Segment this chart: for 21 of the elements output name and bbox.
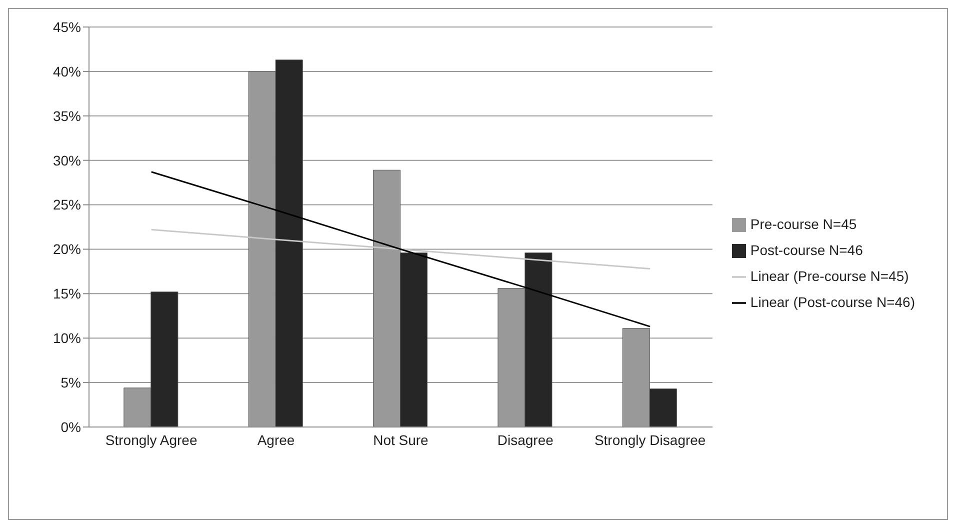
y-tick-label: 10% [52, 330, 81, 346]
y-tick-label: 25% [52, 196, 81, 213]
x-tick-label: Strongly Agree [105, 432, 198, 448]
x-tick-label: Strongly Disagree [594, 432, 706, 448]
x-tick-label: Disagree [497, 432, 554, 448]
legend-label: Linear (Post-course N=46) [750, 294, 915, 310]
legend-label: Post-course N=46 [750, 242, 863, 258]
y-tick-label: 15% [52, 286, 81, 302]
y-tick-label: 45% [52, 18, 81, 35]
y-tick-label: 20% [52, 241, 81, 258]
y-tick-label: 5% [60, 374, 81, 391]
y-tick-label: 0% [60, 418, 81, 435]
y-tick-label: 35% [52, 108, 81, 124]
legend-label: Linear (Pre-course N=45) [750, 268, 909, 284]
y-tick-label: 40% [52, 63, 81, 80]
legend-label: Pre-course N=45 [750, 216, 857, 232]
y-tick-label: 30% [52, 152, 81, 168]
line-series [150, 171, 651, 328]
x-tick-label: Not Sure [373, 432, 429, 448]
line-series [150, 228, 651, 270]
x-tick-label: Agree [257, 432, 295, 448]
